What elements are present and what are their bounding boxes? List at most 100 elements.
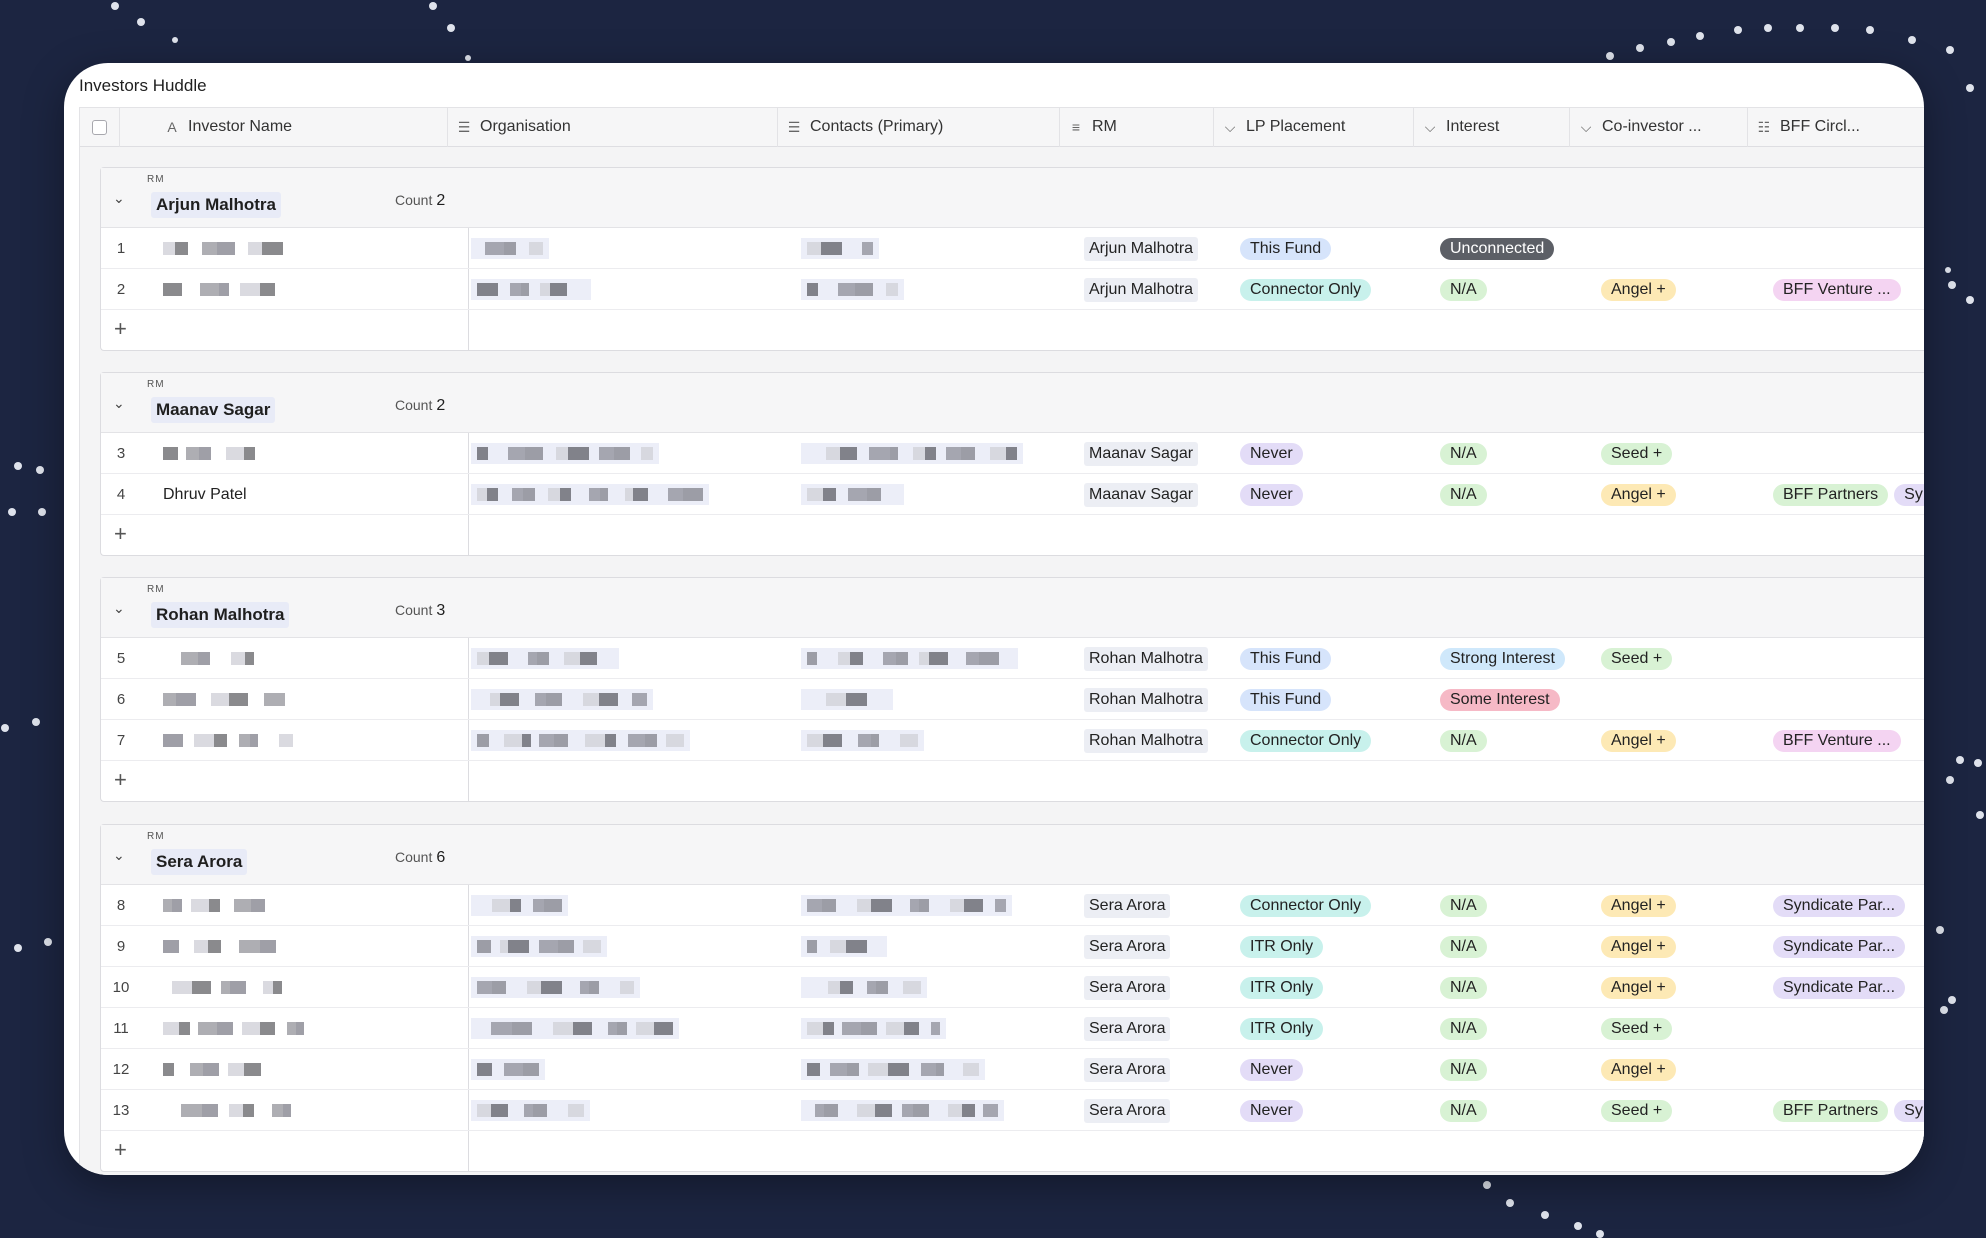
- contact-cell[interactable]: [801, 967, 1077, 1008]
- organisation-link[interactable]: [471, 484, 709, 505]
- table-row[interactable]: 8 Sera Arora Connector Only N/A Angel + Syndi…: [101, 885, 1924, 926]
- table-row[interactable]: 3 Maanav Sagar Never N/A Seed +: [101, 433, 1924, 474]
- co-investor-cell[interactable]: [1601, 679, 1771, 720]
- lp-placement-cell[interactable]: This Fund: [1240, 679, 1430, 720]
- rm-cell[interactable]: Sera Arora: [1084, 1090, 1234, 1131]
- bff-circle-cell[interactable]: [1773, 433, 1924, 474]
- organisation-cell[interactable]: [471, 967, 791, 1008]
- bff-circle-cell[interactable]: Syndicate Par...: [1773, 885, 1924, 926]
- rm-cell[interactable]: Sera Arora: [1084, 967, 1234, 1008]
- bff-circle-cell[interactable]: [1773, 1008, 1924, 1049]
- select-all-checkbox[interactable]: [92, 119, 107, 135]
- co-investor-cell[interactable]: Seed +: [1601, 638, 1771, 679]
- co-investor-cell[interactable]: Angel +: [1601, 967, 1771, 1008]
- contact-link[interactable]: [801, 443, 1023, 464]
- table-row[interactable]: 10 Sera Arora ITR Only N/A Angel + Syndicate …: [101, 967, 1924, 1008]
- interest-cell[interactable]: Unconnected: [1440, 228, 1590, 269]
- organisation-link[interactable]: [471, 238, 549, 259]
- column-header-contacts[interactable]: ☰ Contacts (Primary): [778, 107, 1060, 147]
- rm-cell[interactable]: Sera Arora: [1084, 1008, 1234, 1049]
- lp-placement-cell[interactable]: Connector Only: [1240, 885, 1430, 926]
- investor-name-cell[interactable]: [163, 1049, 463, 1090]
- table-row[interactable]: 7 Rohan Malhotra Connector Only N/A Angel + B…: [101, 720, 1924, 761]
- contact-link[interactable]: [801, 977, 927, 998]
- interest-cell[interactable]: N/A: [1440, 926, 1590, 967]
- lp-placement-cell[interactable]: Connector Only: [1240, 269, 1430, 310]
- organisation-cell[interactable]: [471, 926, 791, 967]
- contact-cell[interactable]: [801, 720, 1077, 761]
- contact-cell[interactable]: [801, 638, 1077, 679]
- rm-cell[interactable]: Rohan Malhotra: [1084, 720, 1234, 761]
- organisation-link[interactable]: [471, 689, 653, 710]
- rm-cell[interactable]: Rohan Malhotra: [1084, 638, 1234, 679]
- investor-name-cell[interactable]: [163, 228, 463, 269]
- organisation-link[interactable]: [471, 279, 591, 300]
- contact-link[interactable]: [801, 689, 893, 710]
- rm-cell[interactable]: Maanav Sagar: [1084, 474, 1234, 515]
- co-investor-cell[interactable]: Angel +: [1601, 885, 1771, 926]
- contact-cell[interactable]: [801, 885, 1077, 926]
- lp-placement-cell[interactable]: This Fund: [1240, 228, 1430, 269]
- contact-cell[interactable]: [801, 926, 1077, 967]
- add-record-button[interactable]: +: [101, 515, 1924, 555]
- organisation-cell[interactable]: [471, 679, 791, 720]
- co-investor-cell[interactable]: Seed +: [1601, 1090, 1771, 1131]
- organisation-cell[interactable]: [471, 474, 791, 515]
- table-row[interactable]: 2 Arjun Malhotra Connector Only N/A Angel + B…: [101, 269, 1924, 310]
- bff-circle-cell[interactable]: [1773, 638, 1924, 679]
- contact-link[interactable]: [801, 1100, 1004, 1121]
- column-header-investor-name[interactable]: A Investor Name: [120, 107, 448, 147]
- investor-name-cell[interactable]: [163, 269, 463, 310]
- bff-circle-cell[interactable]: Syndicate Par...: [1773, 967, 1924, 1008]
- organisation-link[interactable]: [471, 977, 640, 998]
- contact-cell[interactable]: [801, 228, 1077, 269]
- rm-cell[interactable]: Rohan Malhotra: [1084, 679, 1234, 720]
- co-investor-cell[interactable]: [1601, 228, 1771, 269]
- organisation-link[interactable]: [471, 443, 659, 464]
- organisation-cell[interactable]: [471, 1008, 791, 1049]
- contact-link[interactable]: [801, 484, 904, 505]
- add-record-button[interactable]: +: [101, 1131, 1924, 1171]
- co-investor-cell[interactable]: Angel +: [1601, 926, 1771, 967]
- investor-name-cell[interactable]: [163, 967, 463, 1008]
- group-header[interactable]: ⌄ RM Sera Arora Count 6: [101, 825, 1924, 885]
- organisation-link[interactable]: [471, 1100, 590, 1121]
- chevron-down-icon[interactable]: ⌄: [113, 847, 125, 863]
- interest-cell[interactable]: N/A: [1440, 433, 1590, 474]
- contact-link[interactable]: [801, 1059, 985, 1080]
- bff-circle-cell[interactable]: BFF Partners Sy: [1773, 474, 1924, 515]
- chevron-down-icon[interactable]: ⌄: [113, 190, 125, 206]
- interest-cell[interactable]: N/A: [1440, 1090, 1590, 1131]
- column-header-lp-placement[interactable]: ⌵ LP Placement: [1214, 107, 1414, 147]
- bff-circle-cell[interactable]: BFF Partners Sy: [1773, 1090, 1924, 1131]
- organisation-cell[interactable]: [471, 433, 791, 474]
- lp-placement-cell[interactable]: Never: [1240, 1090, 1430, 1131]
- table-row[interactable]: 11 Sera Arora ITR Only N/A Seed +: [101, 1008, 1924, 1049]
- group-header[interactable]: ⌄ RM Arjun Malhotra Count 2: [101, 168, 1924, 228]
- bff-circle-cell[interactable]: [1773, 1049, 1924, 1090]
- bff-circle-cell[interactable]: BFF Venture ...: [1773, 720, 1924, 761]
- bff-circle-cell[interactable]: [1773, 228, 1924, 269]
- table-row[interactable]: 6 Rohan Malhotra This Fund Some Interest: [101, 679, 1924, 720]
- lp-placement-cell[interactable]: Connector Only: [1240, 720, 1430, 761]
- interest-cell[interactable]: Some Interest: [1440, 679, 1590, 720]
- investor-name-cell[interactable]: [163, 885, 463, 926]
- co-investor-cell[interactable]: Angel +: [1601, 1049, 1771, 1090]
- lp-placement-cell[interactable]: Never: [1240, 1049, 1430, 1090]
- contact-link[interactable]: [801, 1018, 946, 1039]
- rm-cell[interactable]: Sera Arora: [1084, 926, 1234, 967]
- lp-placement-cell[interactable]: ITR Only: [1240, 967, 1430, 1008]
- organisation-link[interactable]: [471, 730, 690, 751]
- group-header[interactable]: ⌄ RM Rohan Malhotra Count 3: [101, 578, 1924, 638]
- lp-placement-cell[interactable]: This Fund: [1240, 638, 1430, 679]
- bff-circle-cell[interactable]: Syndicate Par...: [1773, 926, 1924, 967]
- contact-link[interactable]: [801, 730, 924, 751]
- interest-cell[interactable]: N/A: [1440, 885, 1590, 926]
- co-investor-cell[interactable]: Angel +: [1601, 269, 1771, 310]
- organisation-cell[interactable]: [471, 638, 791, 679]
- contact-link[interactable]: [801, 936, 887, 957]
- interest-cell[interactable]: N/A: [1440, 474, 1590, 515]
- co-investor-cell[interactable]: Seed +: [1601, 1008, 1771, 1049]
- chevron-down-icon[interactable]: ⌄: [113, 600, 125, 616]
- bff-circle-cell[interactable]: [1773, 679, 1924, 720]
